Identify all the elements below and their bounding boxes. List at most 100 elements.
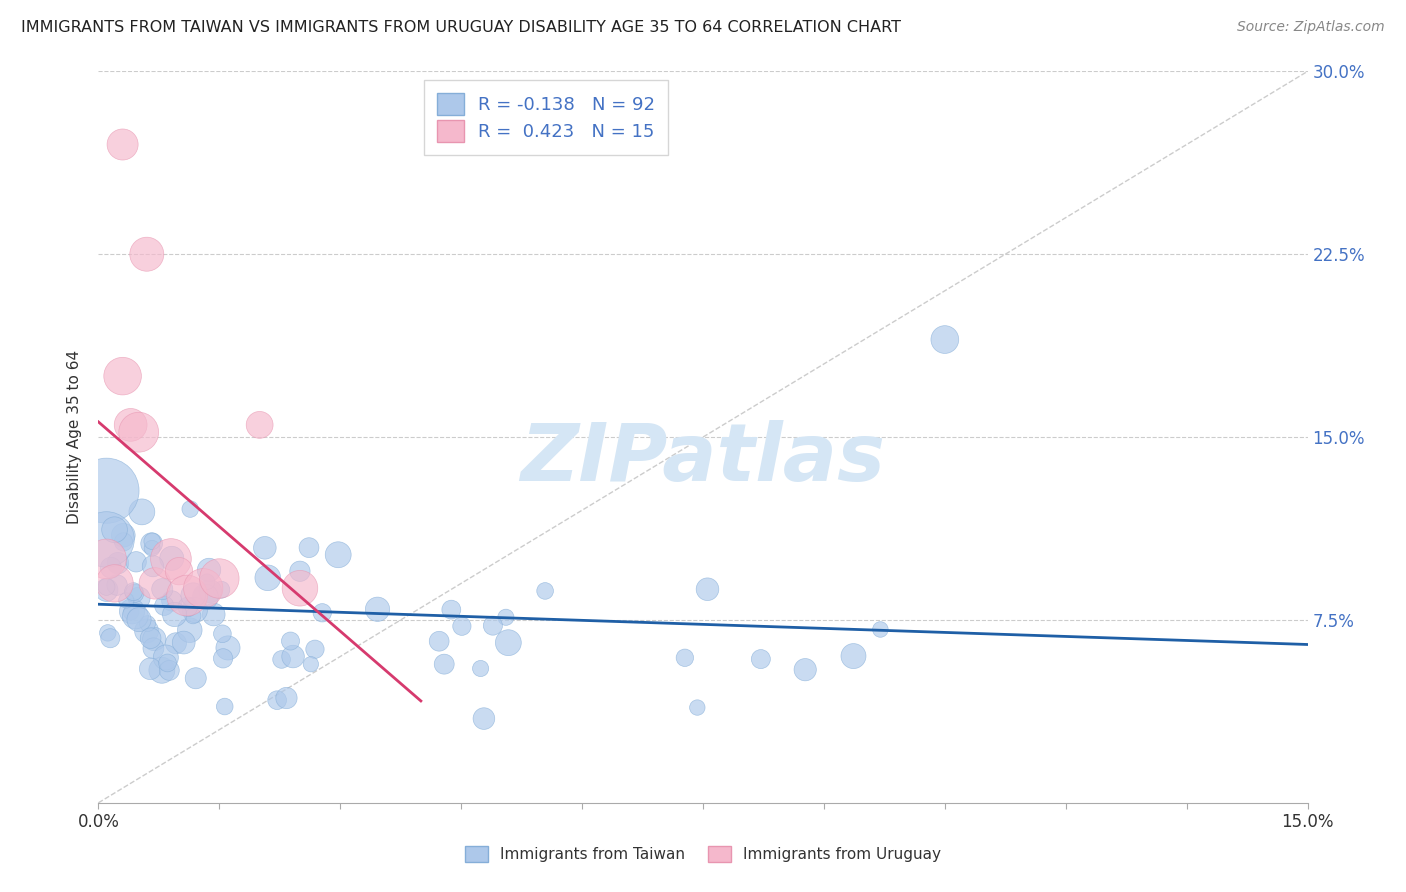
Point: [135, 247, 157, 261]
Point: [105, 578, 128, 592]
Point: [256, 571, 278, 585]
Point: [179, 502, 201, 516]
Point: [427, 634, 450, 648]
Point: [177, 599, 200, 614]
Point: [124, 586, 146, 600]
Point: [749, 652, 772, 666]
Text: IMMIGRANTS FROM TAIWAN VS IMMIGRANTS FROM URUGUAY DISABILITY AGE 35 TO 64 CORREL: IMMIGRANTS FROM TAIWAN VS IMMIGRANTS FRO…: [21, 20, 901, 35]
Point: [276, 691, 298, 706]
Point: [160, 594, 183, 608]
Point: [451, 619, 474, 633]
Point: [150, 582, 173, 596]
Point: [141, 541, 163, 556]
Point: [195, 574, 218, 589]
Point: [266, 693, 288, 707]
Point: [139, 662, 162, 676]
Point: [96, 582, 118, 597]
Point: [298, 541, 321, 555]
Point: [112, 528, 135, 542]
Point: [214, 699, 236, 714]
Text: ZIPatlas: ZIPatlas: [520, 420, 886, 498]
Point: [112, 535, 135, 549]
Point: [115, 593, 138, 607]
Point: [121, 604, 143, 618]
Point: [217, 640, 239, 655]
Point: [194, 590, 217, 604]
Point: [673, 650, 696, 665]
Point: [253, 541, 276, 555]
Point: [198, 584, 221, 599]
Point: [96, 533, 118, 547]
Point: [128, 613, 150, 627]
Point: [288, 581, 311, 595]
Point: [97, 626, 120, 640]
Point: [181, 608, 204, 623]
Point: [184, 603, 207, 617]
Point: [142, 559, 165, 574]
Point: [128, 425, 150, 440]
Point: [482, 618, 505, 632]
Point: [131, 505, 153, 519]
Point: [157, 664, 180, 678]
Point: [141, 536, 163, 550]
Point: [153, 599, 176, 613]
Point: [209, 582, 232, 597]
Point: [176, 589, 198, 603]
Point: [98, 631, 121, 645]
Y-axis label: Disability Age 35 to 64: Disability Age 35 to 64: [67, 350, 83, 524]
Point: [160, 551, 183, 566]
Point: [142, 641, 165, 656]
Point: [96, 580, 118, 594]
Point: [686, 700, 709, 714]
Point: [135, 624, 157, 638]
Point: [193, 581, 215, 595]
Point: [367, 602, 389, 616]
Point: [696, 582, 718, 597]
Point: [179, 623, 201, 637]
Point: [498, 635, 520, 649]
Point: [103, 523, 125, 537]
Point: [156, 656, 179, 670]
Point: [120, 417, 142, 432]
Point: [120, 605, 142, 619]
Point: [794, 663, 817, 677]
Point: [125, 555, 148, 569]
Point: [181, 588, 204, 602]
Point: [270, 652, 292, 666]
Point: [208, 572, 231, 586]
Point: [472, 712, 495, 726]
Point: [141, 534, 163, 549]
Point: [470, 661, 492, 675]
Point: [103, 576, 125, 591]
Legend: Immigrants from Taiwan, Immigrants from Uruguay: Immigrants from Taiwan, Immigrants from …: [458, 840, 948, 868]
Point: [143, 576, 166, 591]
Point: [150, 663, 173, 677]
Point: [122, 584, 145, 599]
Point: [198, 563, 221, 577]
Point: [281, 649, 304, 664]
Point: [163, 607, 186, 622]
Point: [842, 649, 865, 664]
Point: [96, 552, 118, 566]
Point: [869, 623, 891, 637]
Point: [202, 607, 225, 622]
Point: [111, 137, 134, 152]
Point: [211, 627, 233, 641]
Point: [304, 642, 326, 657]
Point: [288, 564, 311, 578]
Point: [143, 632, 166, 646]
Point: [165, 636, 187, 650]
Point: [155, 650, 177, 665]
Point: [184, 671, 207, 685]
Point: [96, 483, 118, 498]
Point: [107, 556, 129, 570]
Point: [128, 591, 150, 605]
Point: [124, 609, 146, 624]
Point: [534, 583, 557, 598]
Point: [934, 333, 956, 347]
Text: Source: ZipAtlas.com: Source: ZipAtlas.com: [1237, 20, 1385, 34]
Point: [495, 610, 517, 624]
Point: [173, 635, 195, 649]
Point: [280, 634, 302, 648]
Point: [440, 602, 463, 616]
